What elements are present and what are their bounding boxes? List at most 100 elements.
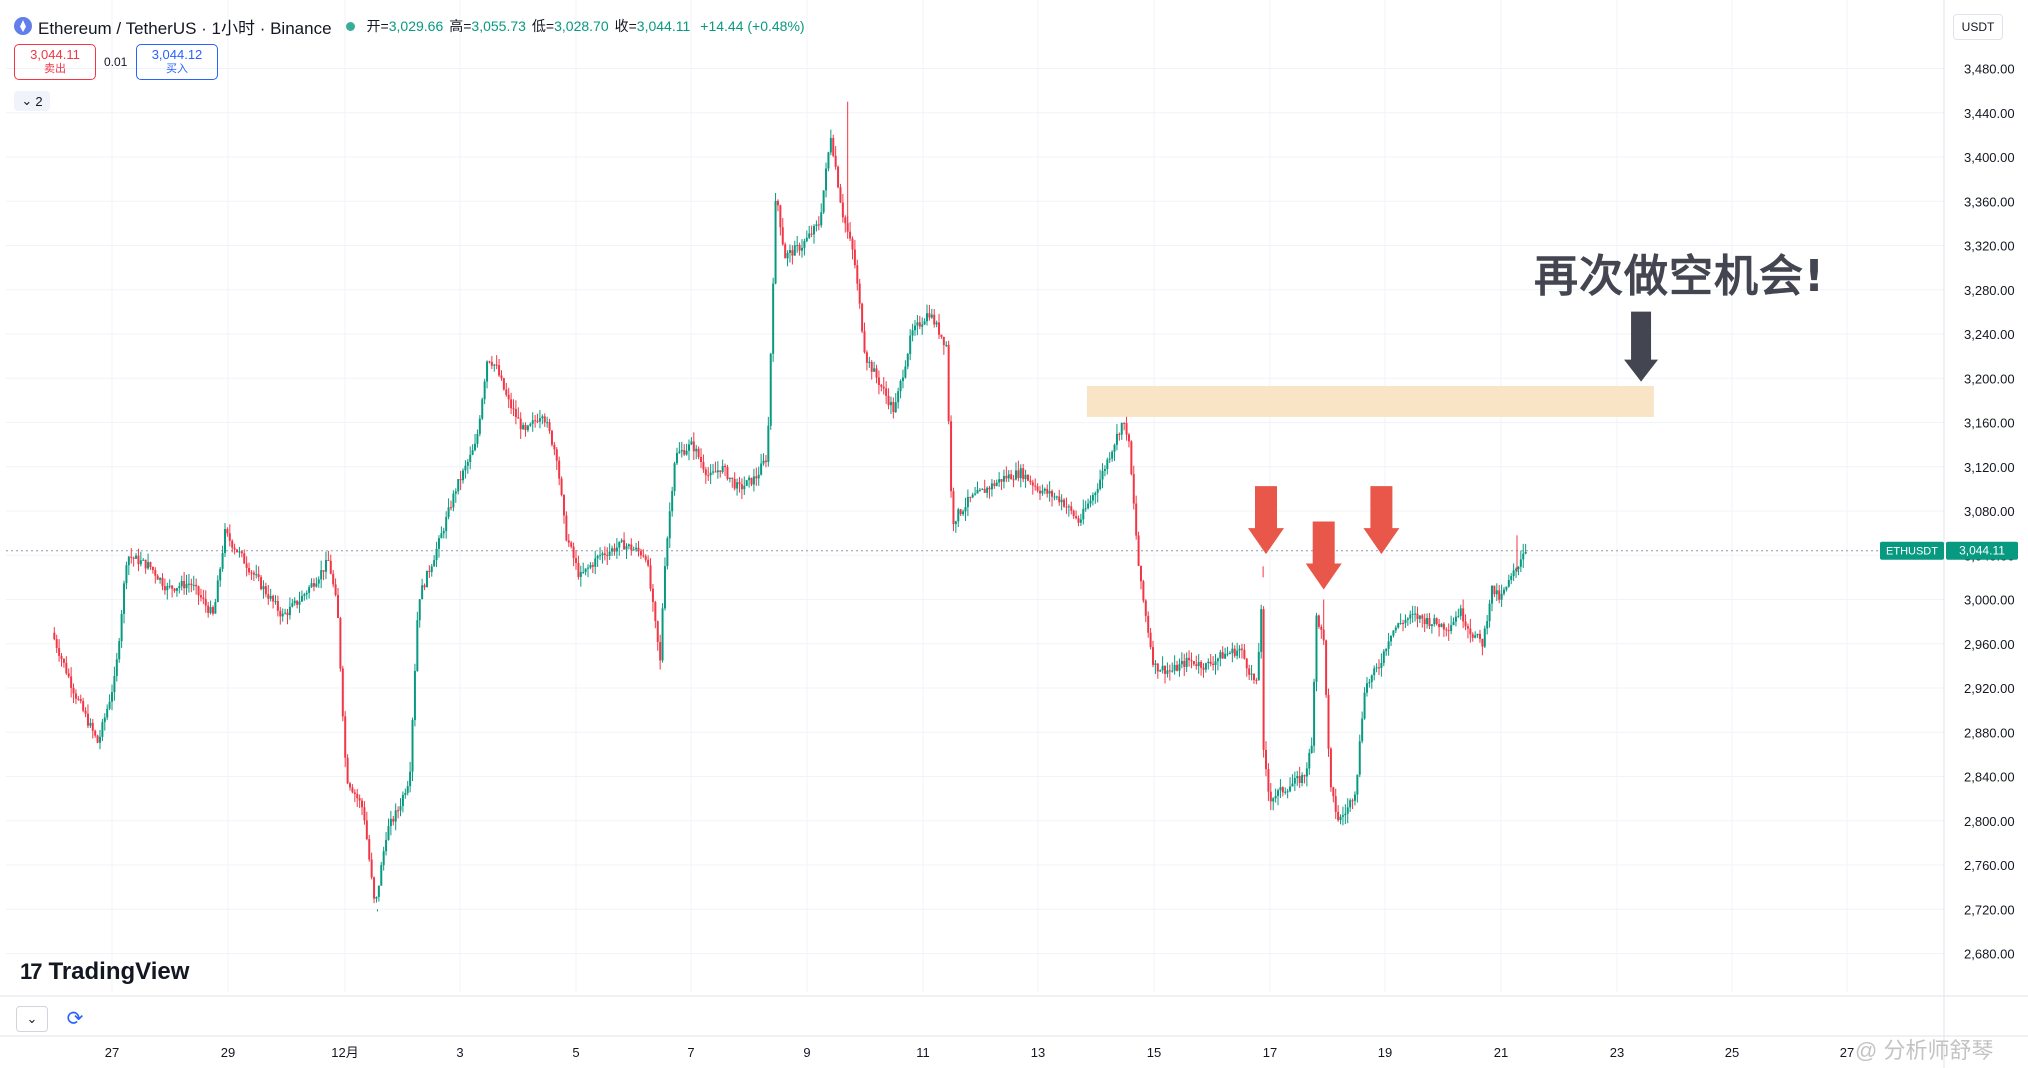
symbol-title[interactable]: Ethereum / TetherUS · 1小时 · Binance [38,18,332,38]
candle-body [772,283,775,354]
price-tick-label: 2,720.00 [1964,902,2015,917]
candle-body [603,553,606,556]
candle-body [1149,632,1152,648]
time-tick-label: 3 [456,1045,463,1060]
candle-body [906,353,909,367]
candle-body [837,166,840,188]
candle-body [459,479,462,481]
candle-body [875,368,878,378]
candle-body [490,361,493,366]
candle-body [1466,626,1469,629]
candle-body [615,547,618,552]
candle-body [918,322,921,327]
candle-body [156,575,159,580]
candle-body [1051,490,1054,497]
candle-body [1358,741,1361,775]
candle-body [324,560,327,572]
candle-body [851,238,854,250]
candle-body [815,224,818,227]
candle-body [712,471,715,473]
candle-body [1171,670,1174,672]
collapse-panel-button[interactable]: ⌄ [16,1006,48,1032]
candle-body [839,187,842,203]
candle-body [1029,480,1032,483]
candle-body [1301,775,1304,783]
candle-body [62,658,65,663]
candle-body [89,722,92,726]
candle-body [512,408,515,410]
candle-body [594,558,597,567]
price-tick-label: 3,480.00 [1964,62,2015,77]
candle-body [409,771,412,787]
replay-button[interactable]: ⟳ [60,1006,90,1030]
candle-body [457,479,460,492]
candle-body [1260,609,1263,652]
candle-body [567,540,570,543]
candle-body [1313,681,1316,746]
candle-body [1462,608,1465,622]
candle-body [127,556,130,566]
candle-body [1132,474,1135,504]
time-axis[interactable]: 27 29 12月 3 5 7 9 11 13 15 17 19 21 23 25 27 [0,995,2028,1060]
candle-body [1382,651,1385,663]
candle-body [1322,629,1325,641]
candle-body [171,585,174,589]
price-tick-label: 3,160.00 [1964,416,2015,431]
candle-body [952,491,955,525]
candle-body [1168,670,1171,672]
candle-body [183,580,186,589]
candle-body [368,839,371,860]
sell-button[interactable]: 3,044.11 卖出 [14,44,96,80]
candle-body [940,334,943,337]
candle-body [1423,618,1426,625]
candle-body [425,570,428,588]
candle-body [1024,474,1027,480]
candle-body [1113,444,1116,452]
candle-body [882,386,885,389]
currency-selector[interactable]: USDT [1953,14,2003,40]
candle-body [582,571,585,573]
time-tick-label: 19 [1378,1045,1392,1060]
candle-body [272,595,275,602]
price-axis[interactable]: 3,480.00 3,440.00 3,400.00 3,360.00 3,320.00… [1943,0,2028,1068]
candle-body [488,361,491,363]
candle-body [522,425,525,430]
candle-body [1500,593,1503,600]
candle-body [913,325,916,331]
candle-body [144,559,147,569]
candle-body [1209,661,1212,664]
price-tick-label: 2,960.00 [1964,637,2015,652]
candle-body [1452,621,1455,626]
candle-body [1089,500,1092,504]
candle-body [1022,468,1025,480]
candle-body [1293,778,1296,784]
buy-button[interactable]: 3,044.12 买入 [136,44,218,80]
price-tick-label: 3,360.00 [1964,194,2015,209]
candle-body [228,533,231,541]
candle-body [601,553,604,556]
candle-body [77,698,80,700]
candle-body [1202,667,1205,670]
red-down-arrow [1363,486,1400,555]
candle-body [627,544,630,547]
candle-body [344,716,347,758]
candle-body [178,586,181,589]
candle-body [137,555,140,565]
candle-body [166,586,169,591]
candle-body [543,416,546,423]
candle-body [1392,630,1395,636]
candle-body [1079,519,1082,523]
candle-body [659,642,662,661]
candle-body [187,583,190,585]
candle-body [709,472,712,476]
candle-body [776,200,779,206]
indicators-collapse-button[interactable]: ⌄ 2 [14,91,50,111]
candle-body [1243,649,1246,659]
time-tick-label: 13 [1031,1045,1045,1060]
candle-body [1495,590,1498,595]
candle-body [1084,508,1087,510]
price-tick-label: 3,240.00 [1964,327,2015,342]
candle-body [111,692,113,702]
candle-body [1226,653,1229,655]
